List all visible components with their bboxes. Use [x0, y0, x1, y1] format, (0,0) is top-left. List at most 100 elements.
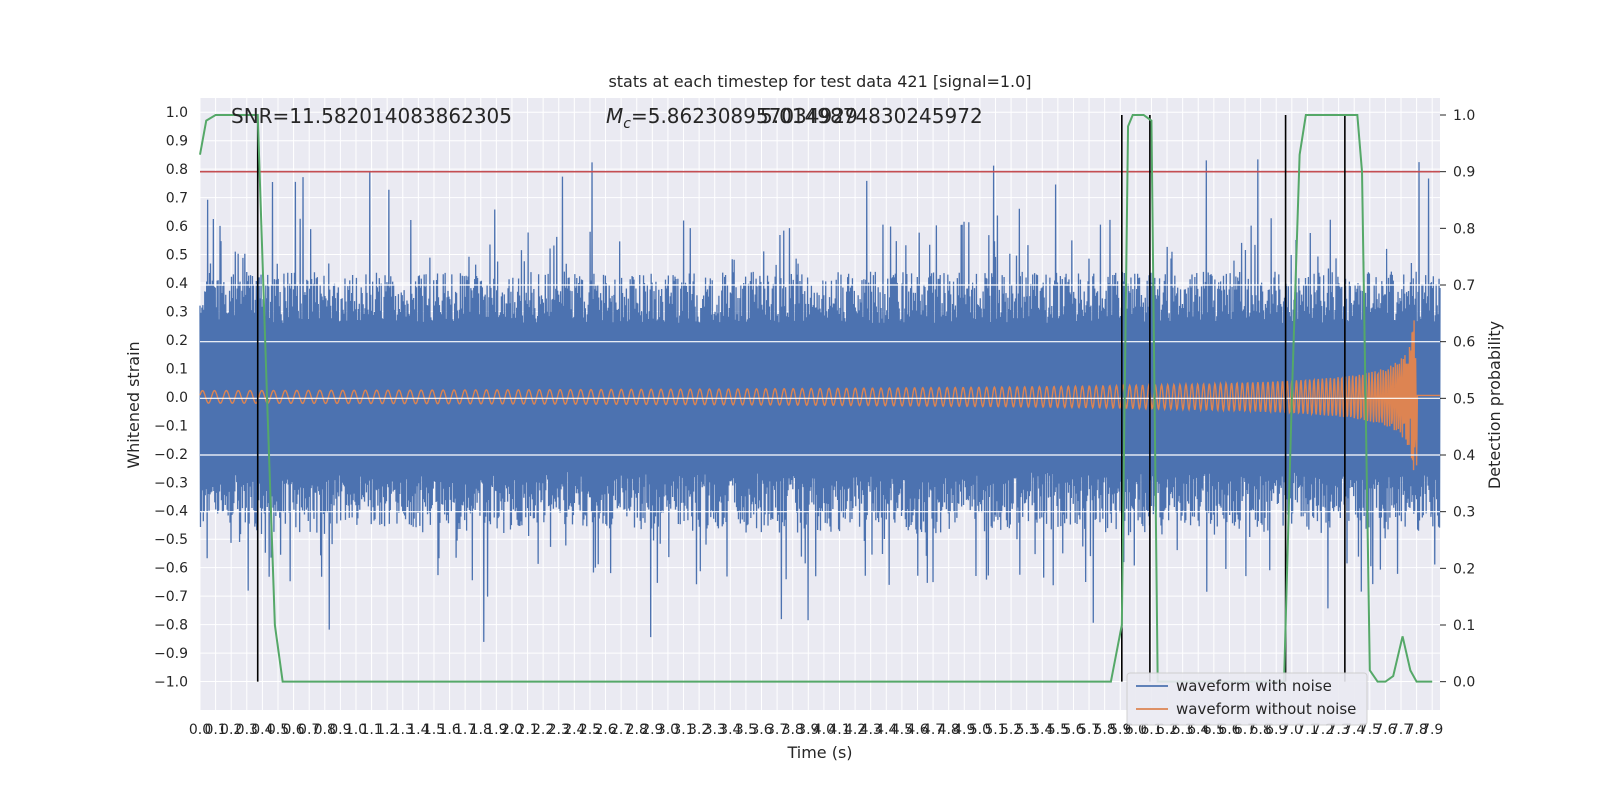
x-tick-label: 7.5	[1359, 722, 1381, 738]
x-tick-label: 1.5	[423, 722, 445, 738]
y2-tick-labels: 1.0 0.9 0.8 0.7 0.6 0.5 0.4 0.3 0.2 0.1 0.0	[1440, 108, 1475, 691]
x-tick-label: 6.8	[1249, 722, 1271, 738]
x-tick-label: 4.4	[875, 722, 897, 738]
y-tick-label: −0.7	[154, 589, 188, 605]
x-tick-label: 7.3	[1327, 722, 1349, 738]
x-tick-label: 2.2	[532, 722, 554, 738]
y-tick-label: 0.1	[166, 361, 188, 377]
x-tick-label: 0.7	[298, 722, 320, 738]
y-tick-label: 0.8	[166, 162, 188, 178]
x-tick-label: 3.9	[797, 722, 819, 738]
x-tick-label: 1.6	[438, 722, 460, 738]
x-axis-label: Time (s)	[786, 743, 852, 762]
y-tick-label: −0.4	[154, 504, 188, 520]
y-tick-label: 0.3	[166, 304, 188, 320]
y-tick-label: −0.5	[154, 532, 188, 548]
x-tick-label: 4.9	[953, 722, 975, 738]
y-tick-label: −0.2	[154, 447, 188, 463]
legend-label-clean: waveform without noise	[1176, 700, 1356, 718]
x-tick-label: 1.2	[376, 722, 398, 738]
y-tick-label: −0.9	[154, 646, 188, 662]
waveform-with-noise-line	[199, 159, 1441, 642]
y-tick-label: 0.2	[166, 333, 188, 349]
x-tick-label: 0.6	[282, 722, 304, 738]
x-tick-label: 0.3	[236, 722, 258, 738]
y2-tick-label: 0.5	[1453, 391, 1475, 407]
y-tick-label: −0.3	[154, 475, 188, 491]
x-tick-label: 3.8	[782, 722, 804, 738]
x-tick-label: 0.4	[251, 722, 273, 738]
x-tick-label: 4.6	[906, 722, 928, 738]
y-tick-label: −1.0	[154, 675, 188, 691]
x-tick-label: 1.9	[485, 722, 507, 738]
y2-tick-label: 1.0	[1453, 108, 1475, 124]
legend-label-noise: waveform with noise	[1176, 677, 1332, 695]
x-tick-label: 7.2	[1312, 722, 1334, 738]
x-tick-label: 3.5	[735, 722, 757, 738]
x-tick-label: 2.5	[579, 722, 601, 738]
x-tick-label: 0.2	[220, 722, 242, 738]
x-tick-label: 6.5	[1203, 722, 1225, 738]
x-tick-label: 1.8	[470, 722, 492, 738]
x-tick-label: 5.8	[1094, 722, 1116, 738]
x-tick-label: 7.7	[1390, 722, 1412, 738]
x-tick-label: 2.4	[563, 722, 585, 738]
x-tick-label: 3.4	[719, 722, 741, 738]
x-tick-label: 3.1	[672, 722, 694, 738]
probability-series	[199, 114, 1433, 683]
x-tick-label: 5.0	[969, 722, 991, 738]
x-tick-label: 6.6	[1218, 722, 1240, 738]
x-tick-label: 1.3	[392, 722, 414, 738]
y-axis-label: Whitened strain	[124, 341, 143, 468]
x-tick-label: 6.3	[1172, 722, 1194, 738]
x-tick-label: 2.1	[516, 722, 538, 738]
y2-tick-label: 0.9	[1453, 165, 1475, 181]
x-tick-label: 5.1	[984, 722, 1006, 738]
snr-annotation: SNR=11.582014083862305	[231, 104, 512, 128]
chart-title: stats at each timestep for test data 421…	[608, 72, 1031, 91]
y2-tick-label: 0.1	[1453, 618, 1475, 634]
overlap-annotation: 5.0149874830245972	[760, 104, 983, 128]
legend: waveform with noise waveform without noi…	[1126, 672, 1368, 726]
x-tick-label: 3.6	[750, 722, 772, 738]
detection-probability-line	[199, 114, 1433, 683]
x-tick-label: 2.7	[610, 722, 632, 738]
x-tick-label: 6.7	[1234, 722, 1256, 738]
y-tick-label: 0.7	[166, 191, 188, 207]
y2-axis-label: Detection probability	[1485, 321, 1504, 489]
x-tick-label: 3.7	[766, 722, 788, 738]
y-tick-label: −0.1	[154, 418, 188, 434]
x-tick-label: 6.2	[1156, 722, 1178, 738]
x-tick-label: 7.4	[1343, 722, 1365, 738]
x-tick-label: 4.5	[891, 722, 913, 738]
y2-tick-label: 0.6	[1453, 335, 1475, 351]
x-tick-label: 7.1	[1296, 722, 1318, 738]
chirp-mass-annotation: Mc=5.862308957034929	[606, 104, 858, 132]
y-tick-label: 0.0	[166, 390, 188, 406]
x-tick-label: 0.0	[189, 722, 211, 738]
noise-series	[199, 159, 1441, 642]
y2-tick-label: 0.2	[1453, 561, 1475, 577]
x-tick-label: 0.1	[204, 722, 226, 738]
y-tick-label: 0.4	[166, 276, 188, 292]
x-tick-label: 2.6	[594, 722, 616, 738]
y2-tick-label: 0.7	[1453, 278, 1475, 294]
legend-box	[1126, 672, 1368, 726]
y2-tick-label: 0.3	[1453, 505, 1475, 521]
x-tick-label: 3.3	[704, 722, 726, 738]
x-tick-label: 6.1	[1140, 722, 1162, 738]
x-tick-label: 2.0	[501, 722, 523, 738]
y2-tick-label: 0.4	[1453, 448, 1475, 464]
x-tick-label: 7.0	[1281, 722, 1303, 738]
x-tick-label: 7.6	[1374, 722, 1396, 738]
x-tick-label: 6.9	[1265, 722, 1287, 738]
x-tick-label: 7.9	[1421, 722, 1443, 738]
x-tick-label: 5.9	[1109, 722, 1131, 738]
x-tick-label: 5.4	[1031, 722, 1053, 738]
y-tick-label: 1.0	[166, 105, 188, 121]
x-tick-label: 5.2	[1000, 722, 1022, 738]
x-tick-label: 4.3	[860, 722, 882, 738]
x-tick-label: 4.0	[813, 722, 835, 738]
x-tick-label: 0.5	[267, 722, 289, 738]
y2-tick-label: 0.8	[1453, 221, 1475, 237]
